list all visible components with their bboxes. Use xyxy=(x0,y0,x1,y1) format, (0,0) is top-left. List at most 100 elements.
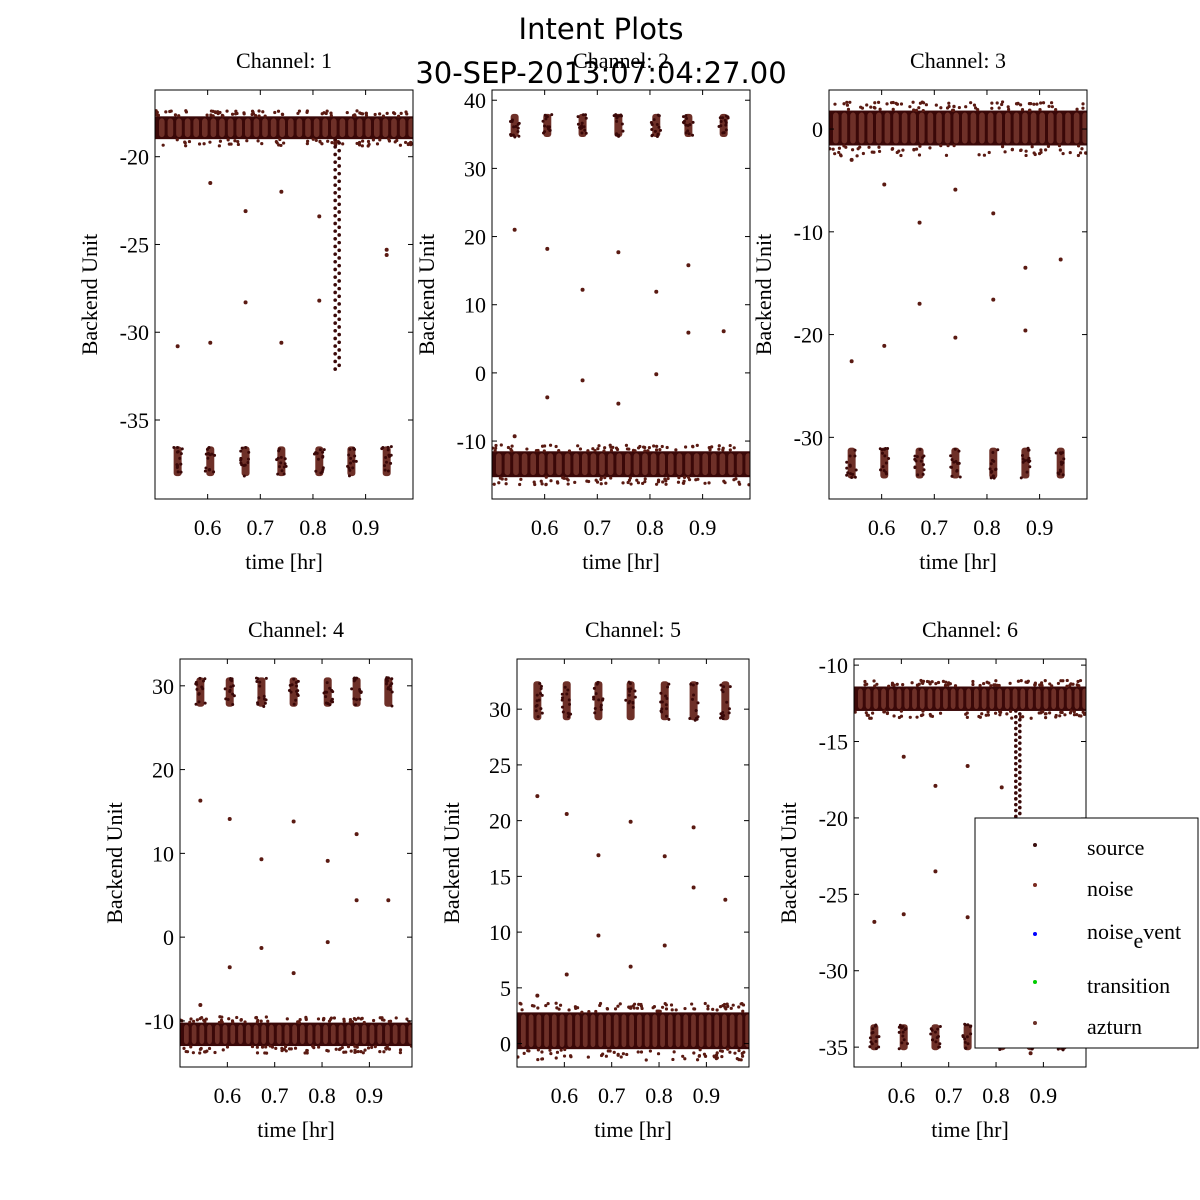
band-segment xyxy=(214,1024,220,1045)
band-point xyxy=(728,1050,732,1054)
band-point xyxy=(833,152,837,156)
band-segment xyxy=(391,118,397,138)
outlier-point xyxy=(1023,328,1028,333)
band-point xyxy=(198,1051,202,1055)
y-tick-label: 30 xyxy=(464,156,486,181)
band-point xyxy=(710,445,714,449)
band-point xyxy=(554,1001,558,1005)
figure-title: Intent Plots xyxy=(519,12,684,46)
y-tick-label: -20 xyxy=(819,806,848,831)
band-point xyxy=(1076,144,1081,148)
transient-point xyxy=(1018,782,1022,786)
band-point xyxy=(1057,144,1062,148)
band-point xyxy=(672,1050,676,1054)
legend-label-noise: noise xyxy=(1087,876,1133,901)
band-point xyxy=(723,481,727,485)
band-point xyxy=(654,448,659,452)
band-point xyxy=(555,1006,559,1010)
band-point xyxy=(895,682,899,687)
band-segment xyxy=(210,118,217,138)
calibration-point xyxy=(352,679,356,683)
transient-point xyxy=(337,355,341,360)
band-point xyxy=(606,1049,610,1053)
band-point xyxy=(846,107,851,111)
calibration-point xyxy=(665,697,669,701)
band-point xyxy=(707,481,711,485)
band-point xyxy=(1035,102,1039,106)
band-point xyxy=(191,1019,196,1023)
calibration-point xyxy=(681,115,685,119)
band-point xyxy=(594,1009,598,1014)
calibration-point xyxy=(172,445,176,449)
band-point xyxy=(317,1045,321,1049)
calibration-point xyxy=(694,709,698,713)
band-point xyxy=(405,112,409,116)
calibration-point xyxy=(667,717,671,721)
calibration-point xyxy=(692,693,696,697)
band-point xyxy=(681,1054,685,1058)
transient-point xyxy=(337,240,341,245)
band-point xyxy=(504,482,508,486)
band-point xyxy=(359,1050,363,1054)
band-point xyxy=(1068,711,1073,715)
band-point xyxy=(209,109,214,113)
calibration-point xyxy=(539,707,543,711)
outlier-point xyxy=(849,359,854,364)
band-point xyxy=(643,477,647,481)
calibration-point xyxy=(868,1036,872,1040)
band-point xyxy=(629,1006,633,1010)
calibration-point xyxy=(938,1042,942,1046)
calibration-point xyxy=(203,677,207,681)
outlier-point xyxy=(259,857,264,862)
band-segment xyxy=(599,453,605,476)
band-segment xyxy=(858,688,863,709)
calibration-cluster xyxy=(614,113,623,138)
band-point xyxy=(156,113,161,117)
band-segment xyxy=(881,688,886,709)
band-point xyxy=(921,709,925,713)
x-tick-label: 0.7 xyxy=(584,515,612,540)
band-point xyxy=(616,1052,620,1056)
outlier-point xyxy=(901,912,906,917)
band-point xyxy=(844,145,848,149)
calibration-point xyxy=(1058,451,1062,455)
band-point xyxy=(603,446,607,450)
outlier-point xyxy=(662,854,667,859)
band-point xyxy=(1016,679,1021,683)
calibration-point xyxy=(179,462,183,466)
band-point xyxy=(747,483,750,487)
band-point xyxy=(838,153,843,157)
band-point xyxy=(611,445,615,449)
calibration-point xyxy=(384,682,388,686)
calibration-point xyxy=(998,1048,1002,1052)
band-point xyxy=(1068,150,1072,155)
band-point xyxy=(723,1005,727,1010)
outlier-point xyxy=(721,329,726,334)
band-point xyxy=(726,1004,730,1008)
calibration-point xyxy=(1028,459,1032,463)
calibration-point xyxy=(919,459,923,463)
band-point xyxy=(278,137,282,142)
band-point xyxy=(733,1051,737,1055)
outlier-point xyxy=(227,817,232,822)
band-point xyxy=(599,477,603,482)
band-point xyxy=(1065,684,1069,688)
band-segment xyxy=(1012,688,1018,709)
band-point xyxy=(217,144,221,148)
band-point xyxy=(870,150,874,154)
transient-point xyxy=(337,148,341,153)
band-point xyxy=(352,1016,356,1021)
band-segment xyxy=(693,453,700,476)
band-point xyxy=(337,1047,342,1052)
band-point xyxy=(225,1045,230,1049)
calibration-point xyxy=(349,456,353,460)
x-tick-label: 0.8 xyxy=(645,1083,673,1108)
band-segment xyxy=(850,112,856,144)
band-point xyxy=(994,679,998,683)
band-point xyxy=(989,684,993,688)
band-segment xyxy=(935,688,941,709)
outlier-point xyxy=(654,372,659,377)
band-point xyxy=(256,1018,260,1022)
band-point xyxy=(683,1057,687,1061)
calibration-point xyxy=(1020,454,1024,458)
